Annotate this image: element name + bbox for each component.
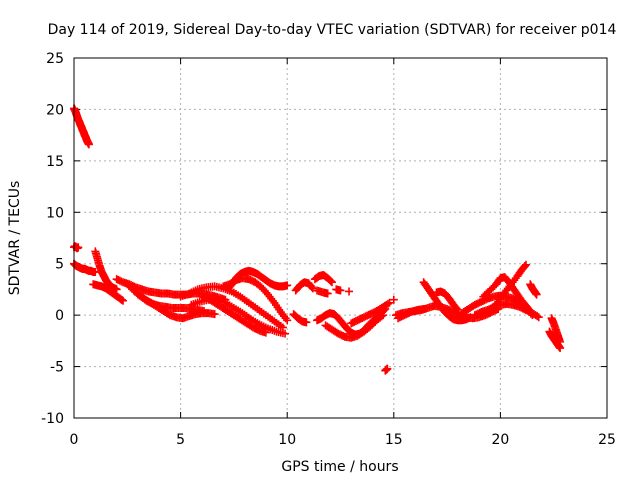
x-axis-label: GPS time / hours [281, 459, 398, 475]
series-arc-14 [313, 286, 332, 298]
data-point [119, 296, 128, 305]
series-arc-1 [91, 247, 121, 294]
series-arc-30 [526, 280, 541, 299]
series-arc-9 [223, 266, 292, 294]
series-arc-20 [381, 364, 392, 375]
series-arc-23 [394, 304, 428, 323]
series-arc-19 [347, 298, 394, 328]
data-point [534, 313, 543, 322]
series-arc-early-high [70, 104, 93, 149]
data-point [112, 285, 121, 294]
series-arc-5 [133, 290, 219, 323]
y-tick-label: -5 [50, 360, 64, 376]
data-point [210, 310, 219, 319]
y-tick-label: 25 [46, 51, 64, 67]
y-tick-label: 5 [55, 257, 64, 273]
data-point [345, 287, 354, 296]
series-arc-25 [432, 287, 462, 314]
y-tick-label: 0 [55, 308, 64, 324]
data-point [385, 298, 394, 307]
data-point [526, 307, 535, 316]
y-tick-label: -10 [41, 411, 64, 427]
data-point [91, 267, 100, 276]
data-point [74, 243, 83, 252]
y-axis-label: SDTVAR / TECUs [7, 181, 23, 296]
x-tick-label: 15 [385, 432, 403, 448]
data-point [336, 286, 345, 295]
series-arc-8 [197, 292, 270, 337]
data-point [556, 344, 565, 353]
data-point [520, 262, 529, 271]
series-arc-12 [289, 310, 311, 327]
data-point [379, 311, 388, 320]
x-tick-label: 10 [278, 432, 296, 448]
series-arc-13 [310, 271, 336, 287]
data-point [261, 328, 270, 337]
axis-ticks: 0 5 10 15 20 25 -10 -5 0 5 10 15 20 25 [41, 51, 616, 448]
x-tick-label: 5 [176, 432, 185, 448]
series-arc-early-spike [70, 242, 83, 253]
data-points [70, 104, 565, 375]
series-arc-29 [487, 260, 530, 313]
series-arc-21 [389, 295, 398, 304]
x-tick-label: 20 [491, 432, 509, 448]
data-point [532, 290, 541, 299]
data-point [389, 295, 398, 304]
data-point [84, 140, 93, 149]
series-arc-early-mid [70, 259, 100, 276]
series-arc-10 [219, 274, 292, 325]
chart-title: Day 114 of 2019, Sidereal Day-to-day VTE… [48, 22, 617, 38]
data-point [308, 284, 317, 293]
data-point [323, 289, 332, 298]
series-arc-2 [89, 280, 128, 305]
y-tick-label: 15 [46, 154, 64, 170]
x-tick-label: 0 [70, 432, 79, 448]
data-point [327, 278, 336, 287]
data-point [326, 277, 335, 286]
data-point [521, 260, 530, 269]
data-point [452, 304, 461, 313]
series-arc-15 [332, 285, 345, 295]
data-point [383, 364, 392, 373]
plot-frame [73, 57, 608, 419]
data-point [453, 306, 462, 314]
grid-lines [74, 58, 607, 418]
data-point [466, 313, 475, 322]
data-point [525, 305, 534, 314]
y-tick-label: 20 [46, 102, 64, 118]
data-point [281, 329, 290, 338]
series-arc-18 [321, 311, 388, 342]
y-tick-label: 10 [46, 205, 64, 221]
data-point [283, 316, 292, 325]
series-arc-24 [419, 278, 475, 325]
series-arc-16 [345, 287, 354, 296]
series-arc-32 [545, 327, 565, 353]
data-point [283, 281, 292, 290]
data-point [307, 283, 316, 292]
data-point [302, 318, 311, 327]
data-point [419, 304, 428, 313]
x-tick-label: 25 [598, 432, 616, 448]
series-arc-11 [291, 278, 317, 295]
